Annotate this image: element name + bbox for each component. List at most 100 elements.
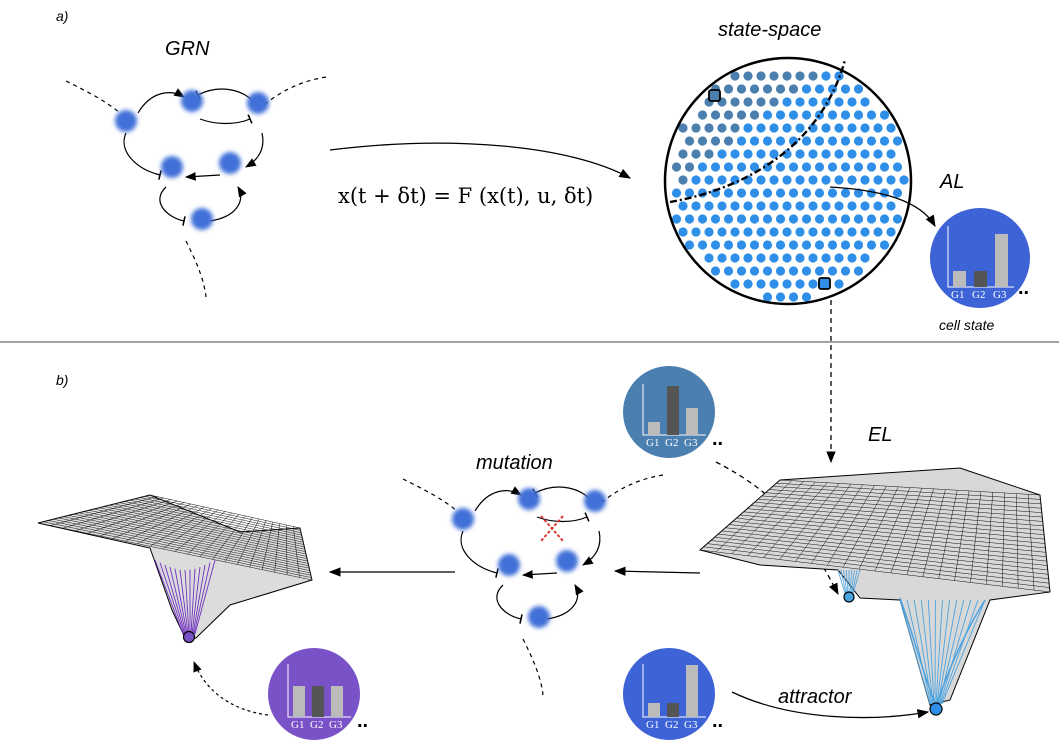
state-dot — [801, 84, 812, 94]
landscape-mesh — [699, 479, 1051, 593]
state-dot — [762, 188, 773, 198]
mesh-line — [184, 569, 190, 635]
state-dot — [834, 175, 844, 185]
state-dot — [892, 214, 903, 224]
state-dot — [710, 162, 721, 172]
state-dot — [873, 175, 883, 185]
mesh-line — [941, 599, 986, 705]
mesh-line — [772, 486, 1041, 505]
state-dot — [736, 84, 747, 94]
state-dot — [743, 97, 753, 107]
state-dot — [678, 227, 688, 237]
state-dot — [801, 188, 812, 198]
state-dot — [723, 84, 734, 94]
state-dot — [736, 136, 747, 146]
state-dot — [847, 149, 857, 159]
state-dot — [853, 240, 864, 250]
state-dot — [840, 188, 851, 198]
mesh-line — [779, 479, 1041, 496]
state-dot — [866, 110, 877, 120]
state-dot — [743, 123, 753, 133]
state-dot — [782, 71, 792, 81]
mesh-line — [743, 511, 1045, 540]
state-dot — [704, 253, 714, 263]
mesh-line — [190, 568, 196, 635]
mesh-line — [761, 495, 1043, 518]
state-dot — [730, 201, 740, 211]
state-dot — [814, 214, 825, 224]
mutated-landscape-mesh — [37, 494, 313, 581]
state-dot — [808, 201, 818, 211]
mesh-line — [986, 492, 993, 585]
state-dot — [801, 266, 812, 276]
state-dot — [704, 201, 714, 211]
state-dot — [704, 123, 714, 133]
state-dot — [762, 240, 773, 250]
state-dot — [808, 71, 818, 81]
state-dot — [756, 227, 766, 237]
state-dot — [886, 149, 896, 159]
state-dot — [853, 214, 864, 224]
state-dot — [821, 201, 831, 211]
svg-text:G3: G3 — [684, 437, 698, 449]
state-dot — [749, 188, 760, 198]
mutated-attractor-funnel — [154, 559, 216, 635]
mesh-line — [149, 494, 301, 529]
state-dot — [808, 279, 818, 289]
state-dot — [782, 279, 792, 289]
state-dot — [723, 240, 734, 250]
state-dot — [795, 175, 805, 185]
state-dot — [704, 227, 714, 237]
state-dot — [756, 149, 766, 159]
state-dot — [814, 136, 825, 146]
state-dot — [749, 110, 760, 120]
state-dot — [814, 84, 825, 94]
state-dot — [762, 214, 773, 224]
mesh-line — [920, 599, 934, 705]
mutated-grn-network — [403, 475, 663, 695]
state-dot — [801, 110, 812, 120]
state-dot — [756, 253, 766, 263]
state-dot — [788, 266, 799, 276]
gene-label-g3: G3 — [993, 289, 1007, 301]
mesh-line — [286, 524, 288, 575]
state-dot — [886, 227, 896, 237]
state-dot — [873, 227, 883, 237]
state-dot — [808, 149, 818, 159]
state-dot — [671, 214, 682, 224]
state-dot — [749, 162, 760, 172]
state-dot — [814, 266, 825, 276]
mesh-line — [292, 526, 300, 578]
attractor-label: attractor — [778, 686, 853, 708]
state-dot — [691, 149, 701, 159]
attractor-funnel — [837, 569, 986, 705]
state-dot — [756, 71, 766, 81]
state-dot — [710, 110, 721, 120]
state-dot — [762, 266, 773, 276]
state-dot — [743, 253, 753, 263]
state-dot — [827, 240, 838, 250]
state-dot — [736, 188, 747, 198]
state-dot — [853, 136, 864, 146]
state-dot — [723, 188, 734, 198]
state-dot — [762, 110, 773, 120]
ellipsis: .. — [1018, 277, 1029, 299]
state-dot — [730, 71, 740, 81]
state-dot — [775, 266, 786, 276]
mesh-line — [104, 506, 305, 550]
state-dot — [730, 279, 740, 289]
state-dot — [671, 162, 682, 172]
state-dot — [834, 97, 844, 107]
svg-text:G3: G3 — [684, 719, 698, 731]
state-dot — [749, 136, 760, 146]
mutation-cross-icon — [540, 515, 564, 542]
mutated-attractor — [182, 630, 196, 644]
state-dot — [756, 97, 766, 107]
mesh-line — [193, 562, 211, 635]
state-dot — [717, 227, 727, 237]
state-dot — [801, 214, 812, 224]
state-dot — [834, 279, 844, 289]
mesh-line — [179, 569, 189, 635]
mutated-landscape — [37, 494, 313, 644]
state-dot — [678, 201, 688, 211]
